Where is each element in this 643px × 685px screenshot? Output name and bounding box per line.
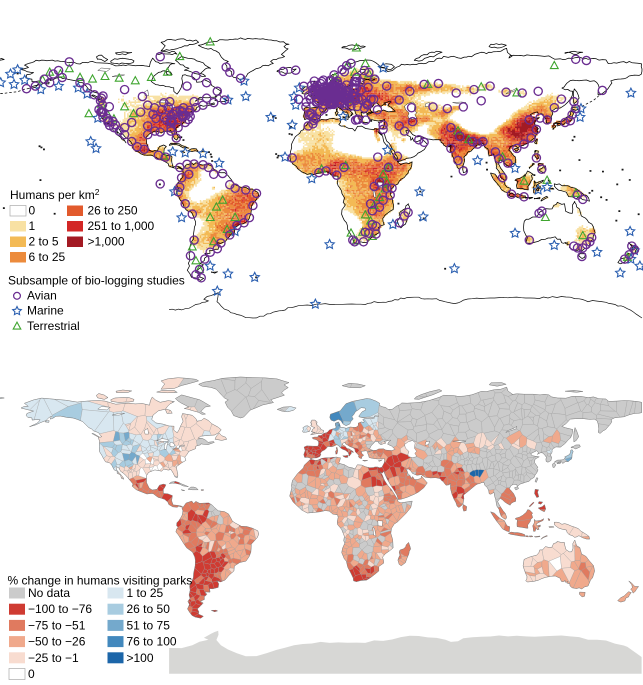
svg-text:Humans per km2: Humans per km2 bbox=[10, 187, 100, 202]
svg-text:Marine: Marine bbox=[27, 304, 64, 318]
svg-text:6 to 25: 6 to 25 bbox=[29, 250, 66, 264]
svg-text:>1,000: >1,000 bbox=[88, 235, 125, 249]
svg-text:26 to 50: 26 to 50 bbox=[127, 602, 171, 616]
svg-text:% change in humans visiting pa: % change in humans visiting parks bbox=[8, 574, 193, 588]
svg-text:−50 to −26: −50 to −26 bbox=[28, 635, 86, 649]
svg-text:1 to 25: 1 to 25 bbox=[127, 586, 164, 600]
svg-text:2 to 5: 2 to 5 bbox=[29, 235, 59, 249]
svg-text:>100: >100 bbox=[127, 651, 154, 665]
svg-text:−100 to −76: −100 to −76 bbox=[28, 602, 92, 616]
svg-text:−75 to −51: −75 to −51 bbox=[28, 618, 86, 632]
svg-text:51 to 75: 51 to 75 bbox=[127, 618, 171, 632]
svg-text:0: 0 bbox=[29, 204, 36, 218]
svg-text:76 to 100: 76 to 100 bbox=[127, 635, 177, 649]
svg-text:No data: No data bbox=[28, 586, 70, 600]
svg-text:251 to 1,000: 251 to 1,000 bbox=[88, 219, 155, 233]
svg-text:1: 1 bbox=[29, 219, 36, 233]
svg-text:Terrestrial: Terrestrial bbox=[27, 319, 80, 333]
svg-text:26 to 250: 26 to 250 bbox=[88, 204, 138, 218]
svg-text:Avian: Avian bbox=[27, 288, 57, 302]
svg-text:−25 to −1: −25 to −1 bbox=[28, 651, 79, 665]
svg-text:Subsample of bio-logging studi: Subsample of bio-logging studies bbox=[8, 274, 185, 288]
svg-text:0: 0 bbox=[28, 667, 35, 681]
